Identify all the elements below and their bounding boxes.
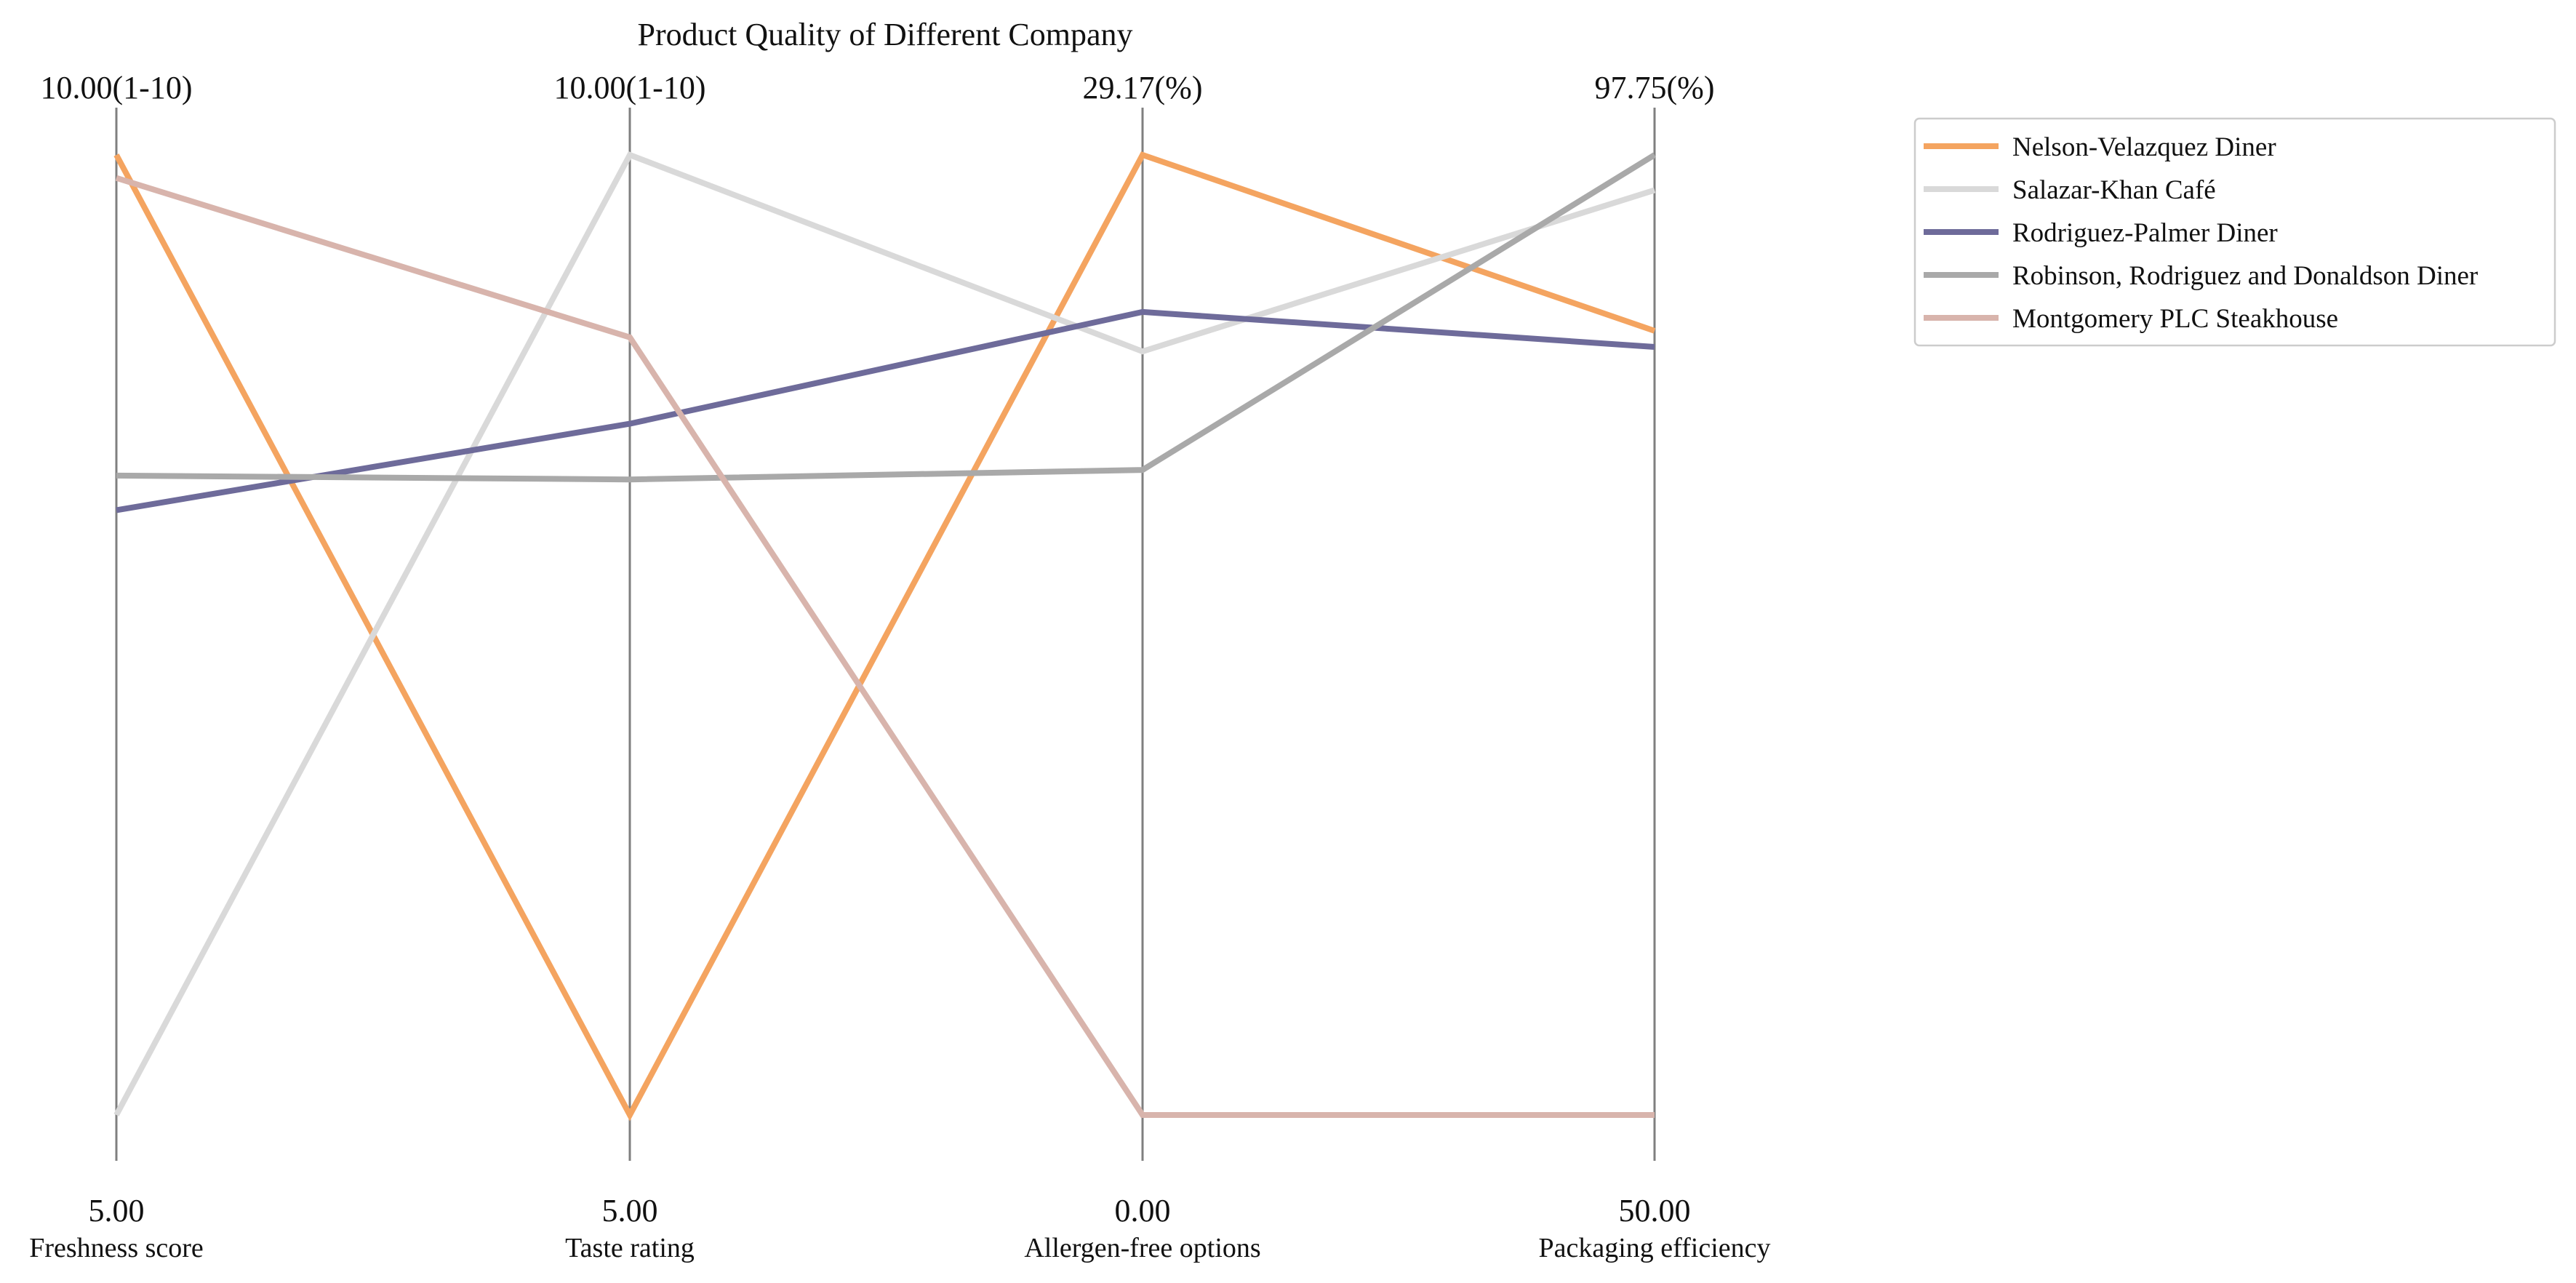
legend-items: Nelson-Velazquez Diner Salazar-Khan Café R… (1924, 132, 2478, 334)
legend: Nelson-Velazquez Diner Salazar-Khan Café R… (1913, 117, 2556, 347)
legend-label-nelson-velazquez-diner: Nelson-Velazquez Diner (2012, 132, 2276, 162)
axis-max-label-allergen-free-options: 29.17(%) (1083, 70, 1203, 105)
axis-max-label-packaging-efficiency: 97.75(%) (1595, 70, 1715, 105)
axis-max-label-freshness-score: 10.00(1-10) (41, 70, 193, 105)
axis-title-packaging-efficiency: Packaging efficiency (1539, 1233, 1771, 1263)
series-line-robinson-rodriguez-and-donaldson-diner (116, 152, 1657, 483)
series-line-montgomery-plc-steakhouse (115, 175, 1655, 1118)
series-lines (113, 151, 1657, 1122)
legend-label-rodriguez-palmer-diner: Rodriguez-Palmer Diner (2012, 218, 2278, 248)
axis-title-taste-rating: Taste rating (565, 1233, 695, 1263)
axis-min-label-freshness-score: 5.00 (89, 1193, 145, 1228)
axes-layer (115, 108, 1656, 1161)
axis-title-allergen-free-options: Allergen-free options (1024, 1233, 1260, 1263)
series-line-rodriguez-palmer-diner (116, 308, 1655, 513)
legend-label-salazar-khan-caf: Salazar-Khan Café (2012, 175, 2216, 205)
axis-labels: 10.00(1-10) 5.00 Freshness score 10.00(1-10… (29, 70, 1770, 1263)
legend-frame (1913, 117, 2556, 347)
axis-max-label-taste-rating: 10.00(1-10) (554, 70, 706, 105)
legend-label-montgomery-plc-steakhouse: Montgomery PLC Steakhouse (2012, 304, 2338, 334)
axis-min-label-allergen-free-options: 0.00 (1115, 1193, 1171, 1228)
axis-min-label-taste-rating: 5.00 (602, 1193, 658, 1228)
series-line-salazar-khan-caf (113, 151, 1656, 1116)
legend-label-robinson-rodriguez-and-donaldson-diner: Robinson, Rodriguez and Donaldson Diner (2012, 261, 2478, 291)
axis-min-label-packaging-efficiency: 50.00 (1619, 1193, 1691, 1228)
axis-title-freshness-score: Freshness score (29, 1233, 204, 1263)
chart-title: Product Quality of Different Company (637, 17, 1132, 52)
